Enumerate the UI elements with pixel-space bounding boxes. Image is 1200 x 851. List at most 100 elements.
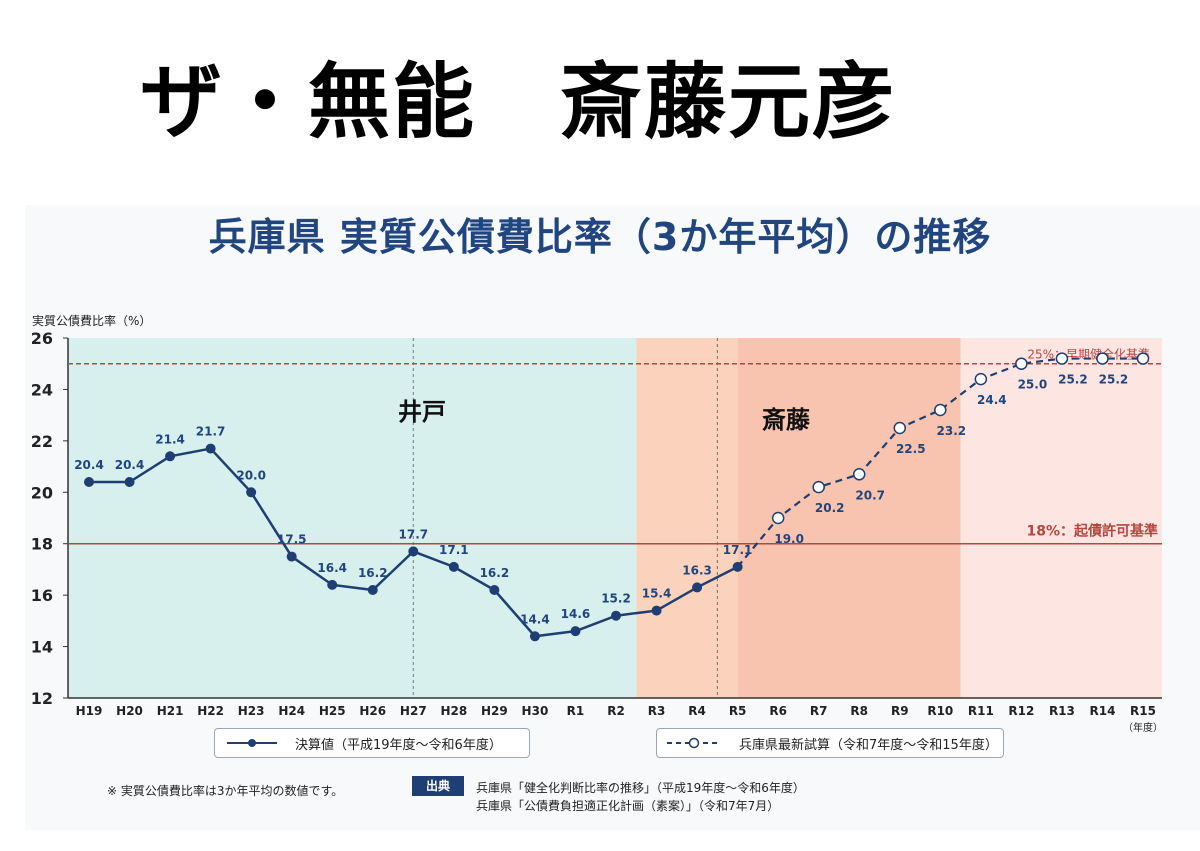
x-tick-label-H28: H28 <box>440 704 467 718</box>
point-actual-H19 <box>84 477 94 487</box>
point-actual-H20 <box>124 477 135 487</box>
data-label-forecast-R6: 19.0 <box>774 532 804 546</box>
point-actual-H30 <box>529 631 540 642</box>
point-forecast-R15 <box>1136 352 1150 365</box>
point-actual-H27 <box>408 546 419 557</box>
data-label-actual-R2: 15.2 <box>601 592 631 606</box>
x-tick-label-R12: R12 <box>1008 704 1034 718</box>
point-actual-H21 <box>165 451 176 462</box>
y-tick-label-22: 22 <box>31 432 53 451</box>
data-label-actual-H29: 16.2 <box>480 566 510 580</box>
x-tick-label-R14: R14 <box>1089 704 1115 718</box>
y-tick-label-18: 18 <box>31 535 53 554</box>
x-tick-label-H19: H19 <box>76 704 103 718</box>
data-label-forecast-R9: 22.5 <box>896 442 926 456</box>
point-forecast-R12 <box>1015 357 1028 370</box>
x-tick-label-R10: R10 <box>927 704 953 718</box>
data-label-actual-R5: 17.1 <box>723 543 753 557</box>
era-band-1 <box>68 338 637 698</box>
source-line-1: 兵庫県「健全化判断比率の推移」（平成19年度～令和6年度） <box>476 781 805 795</box>
data-label-actual-R1: 14.6 <box>561 607 591 621</box>
data-label-actual-H30: 14.4 <box>520 612 550 626</box>
point-forecast-R13 <box>1055 352 1069 365</box>
point-actual-R2 <box>611 610 621 621</box>
x-tick-label-H29: H29 <box>481 704 508 718</box>
era-band-2 <box>636 338 738 698</box>
data-label-forecast-R8: 20.7 <box>855 488 885 502</box>
x-tick-label-R13: R13 <box>1049 704 1075 718</box>
point-actual-R5 <box>732 561 743 572</box>
data-label-actual-R4: 16.3 <box>682 563 712 577</box>
data-label-forecast-R11: 24.4 <box>977 393 1007 407</box>
data-label-actual-H21: 21.4 <box>155 432 185 446</box>
x-tick-label-R4: R4 <box>688 704 706 718</box>
data-label-forecast-R10: 23.2 <box>937 424 967 438</box>
chart-title: 兵庫県 実質公債費比率（3か年平均）の推移 <box>208 215 992 259</box>
headline: ザ・無能 斎藤元彦 <box>140 55 897 150</box>
data-label-actual-H24: 17.5 <box>277 533 307 547</box>
point-actual-H28 <box>448 561 459 572</box>
data-label-forecast-R13: 25.2 <box>1058 373 1088 387</box>
data-label-forecast-R14: 25.2 <box>1099 373 1129 387</box>
y-tick-label-14: 14 <box>31 638 53 657</box>
y-tick-label-12: 12 <box>31 689 53 708</box>
point-actual-R4 <box>692 582 703 593</box>
point-actual-H25 <box>327 579 338 590</box>
x-tick-label-H27: H27 <box>400 704 427 718</box>
era-band-3 <box>737 338 961 698</box>
legend-forecast-swatch <box>667 737 721 749</box>
data-label-forecast-R7: 20.2 <box>815 501 845 515</box>
point-actual-H26 <box>367 585 378 595</box>
point-actual-H22 <box>205 443 216 454</box>
y-tick-label-26: 26 <box>31 329 53 348</box>
y-tick-label-24: 24 <box>31 380 53 399</box>
x-tick-label-R1: R1 <box>567 704 585 718</box>
x-tick-label-H21: H21 <box>157 704 184 718</box>
x-tick-label-H22: H22 <box>197 704 224 718</box>
x-tick-label-R15: R15 <box>1130 704 1156 718</box>
y-axis-label: 実質公債費比率（%） <box>32 313 151 328</box>
point-actual-R3 <box>651 605 662 616</box>
point-forecast-R14 <box>1096 352 1109 365</box>
x-tick-label-R11: R11 <box>968 704 994 718</box>
data-label-actual-H23: 20.0 <box>236 468 266 482</box>
x-tick-label-R7: R7 <box>810 704 828 718</box>
x-tick-label-R9: R9 <box>891 704 909 718</box>
x-tick-label-R5: R5 <box>729 704 747 718</box>
data-label-actual-H26: 16.2 <box>358 566 388 580</box>
data-label-forecast-R12: 25.0 <box>1018 378 1048 392</box>
point-forecast-R8 <box>852 468 866 481</box>
threshold-label-18: 18%：起債許可基準 <box>1026 523 1158 540</box>
point-actual-H23 <box>246 487 257 498</box>
point-forecast-R6 <box>771 511 785 525</box>
x-tick-label-H30: H30 <box>522 704 549 718</box>
x-tick-label-H26: H26 <box>359 704 386 718</box>
x-tick-label-R3: R3 <box>648 704 666 718</box>
data-label-actual-H27: 17.7 <box>399 527 429 541</box>
point-forecast-R9 <box>893 421 907 435</box>
annotation-saito: 斎藤 <box>762 406 811 434</box>
legend-actual: 決算値（平成19年度～令和6年度） <box>214 728 530 758</box>
data-label-actual-H19: 20.4 <box>74 458 104 472</box>
point-forecast-R11 <box>974 372 988 386</box>
era-band-4 <box>960 338 1162 698</box>
data-label-actual-H28: 17.1 <box>439 543 469 557</box>
legend-actual-label: 決算値（平成19年度～令和6年度） <box>295 737 502 753</box>
data-label-actual-H20: 20.4 <box>115 458 145 472</box>
legend-forecast: 兵庫県最新試算（令和7年度～令和15年度） <box>656 728 1004 758</box>
x-tick-label-H23: H23 <box>238 704 265 718</box>
series-forecast-line <box>736 357 1143 568</box>
legend-forecast-label: 兵庫県最新試算（令和7年度～令和15年度） <box>739 737 998 753</box>
legend-actual-swatch <box>227 739 277 747</box>
data-label-actual-H25: 16.4 <box>317 561 347 575</box>
annotation-ido: 井戸 <box>398 398 446 426</box>
y-tick-label-20: 20 <box>31 483 53 502</box>
x-tick-label-R2: R2 <box>607 704 625 718</box>
point-actual-R1 <box>570 626 581 637</box>
point-forecast-R10 <box>934 403 947 417</box>
y-tick-label-16: 16 <box>31 586 53 605</box>
x-tick-label-R8: R8 <box>850 704 868 718</box>
x-tick-label-H24: H24 <box>278 704 305 718</box>
data-label-actual-H22: 21.7 <box>196 425 226 439</box>
